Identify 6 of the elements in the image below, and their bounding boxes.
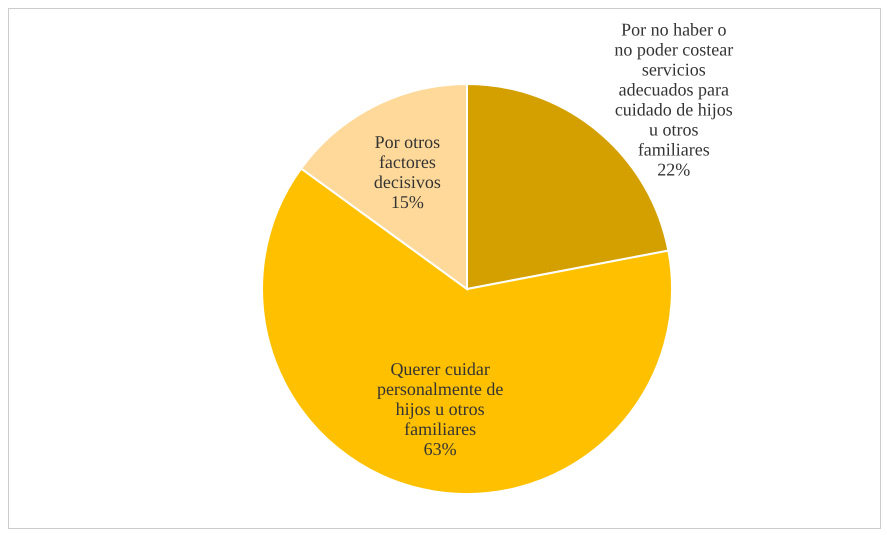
slice-label: Por otros factores decisivos [374, 132, 441, 192]
data-label: 15% [390, 192, 424, 212]
slice-label: Querer cuidar personalmente de hijos u otros familiares [376, 359, 504, 440]
data-label: 63% [424, 439, 457, 460]
slice-label: Por no haber o no poder costear servicios adecuados para cuidado de hijos u otros familiares [614, 19, 734, 160]
data-label: 22% [657, 159, 690, 180]
